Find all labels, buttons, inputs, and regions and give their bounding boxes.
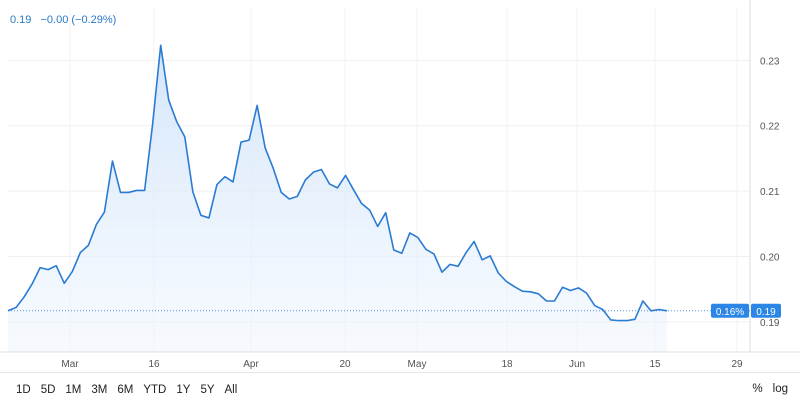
range-ytd-button[interactable]: YTD [143, 384, 167, 396]
percent-tag [711, 303, 749, 318]
price-area [8, 45, 667, 352]
x-tick-label: 16 [148, 359, 160, 370]
x-tick-label: 20 [339, 359, 351, 370]
ticker-price: 0.19 [10, 14, 32, 26]
ticker-change: −0.00 (−0.29%) [40, 14, 117, 26]
bottom-toolbar: 1D 5D 1M 3M 6M YTD 1Y 5Y All % log [0, 372, 800, 413]
percent-scale-button[interactable]: % [752, 383, 763, 395]
x-tick-label: Mar [61, 359, 79, 370]
y-tick-label: 0.21 [760, 187, 780, 198]
range-3m-button[interactable]: 3M [91, 384, 108, 396]
series-line [7, 44, 668, 322]
last-price-tag [751, 303, 781, 318]
range-all-button[interactable]: All [224, 384, 238, 396]
range-1m-button[interactable]: 1M [65, 384, 82, 396]
x-tick-label: May [408, 359, 427, 370]
x-tick-label: 18 [501, 359, 513, 370]
scale-selector: % log [752, 383, 788, 395]
range-1y-button[interactable]: 1Y [176, 384, 191, 396]
y-tick-label: 0.22 [760, 122, 780, 133]
percent-tag-label: 0.16% [716, 307, 744, 318]
price-chart[interactable]: 0.23 0.22 0.21 0.20 0.19 Mar 16 Apr 20 May 18 Jun 15… [0, 0, 800, 370]
x-tick-label: Apr [243, 359, 259, 370]
range-5y-button[interactable]: 5Y [200, 384, 215, 396]
area-fill [8, 45, 667, 352]
y-tick-label: 0.19 [760, 318, 780, 329]
price-line [7, 44, 668, 322]
range-5d-button[interactable]: 5D [40, 384, 56, 396]
x-tick-label: Jun [569, 359, 585, 370]
range-6m-button[interactable]: 6M [117, 384, 134, 396]
y-tick-label: 0.20 [760, 253, 780, 264]
axes: 0.23 0.22 0.21 0.20 0.19 Mar 16 Apr 20 May 18 Jun 15… [0, 0, 800, 370]
y-tick-label: 0.23 [760, 56, 780, 67]
x-tick-label: 29 [731, 359, 743, 370]
last-price-tag-label: 0.19 [756, 307, 776, 318]
price-tags: 0.16% 0.19 [8, 303, 781, 318]
chart-area[interactable]: 0.23 0.22 0.21 0.20 0.19 Mar 16 Apr 20 May 18 Jun 15… [0, 0, 800, 370]
x-tick-label: 15 [649, 359, 661, 370]
range-1d-button[interactable]: 1D [16, 384, 31, 396]
log-scale-button[interactable]: log [772, 383, 788, 395]
range-selector: 1D 5D 1M 3M 6M YTD 1Y 5Y All [12, 383, 241, 397]
ticker-header: 0.19 −0.00 (−0.29%) [10, 14, 122, 26]
